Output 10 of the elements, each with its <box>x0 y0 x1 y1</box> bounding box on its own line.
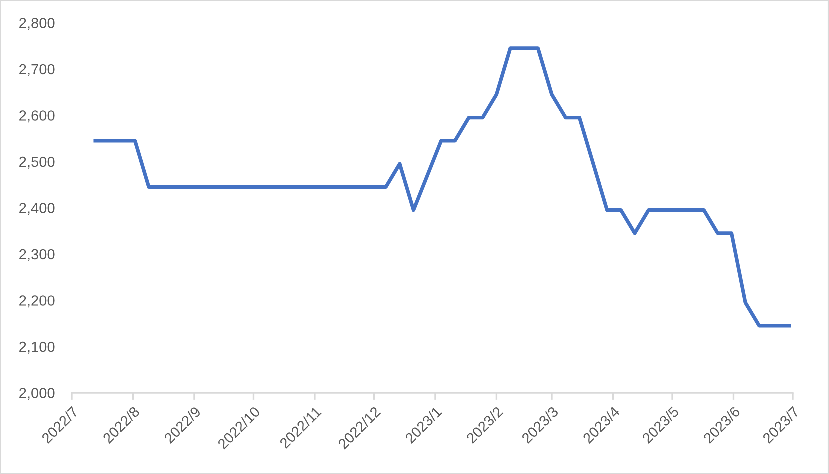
y-tick-label: 2,400 <box>20 203 55 216</box>
y-tick-label: 2,200 <box>20 296 55 308</box>
y-tick-label: 2,500 <box>20 156 55 169</box>
y-tick-label: 2,100 <box>20 342 55 354</box>
y-tick-label: 2,300 <box>20 249 55 262</box>
y-tick-label: 2,000 <box>20 388 55 400</box>
y-tick-label: 2,800 <box>20 18 55 30</box>
line-series <box>92 46 793 328</box>
y-tick-label: 2,700 <box>20 64 55 76</box>
y-tick-label: 2,600 <box>20 110 55 123</box>
